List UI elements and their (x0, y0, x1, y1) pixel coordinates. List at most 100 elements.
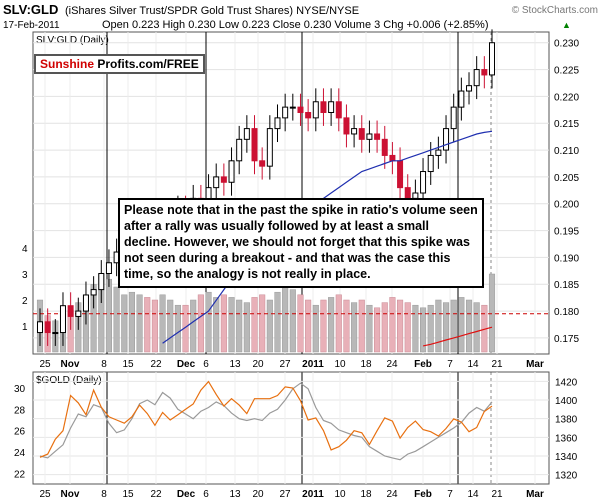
volume-bar (213, 297, 220, 353)
candle-body (52, 332, 59, 335)
x-tick-label-lower: 14 (467, 489, 479, 500)
candle-body (67, 305, 74, 317)
candle-body (335, 101, 342, 119)
volume-bar (266, 299, 273, 353)
candle-body (489, 42, 495, 76)
candle-body (481, 69, 488, 76)
ohlc-readout: Open 0.223 High 0.230 Low 0.223 Close 0.… (102, 19, 489, 31)
candle-body (251, 128, 258, 162)
candle-body (98, 273, 105, 291)
x-tick-label-lower: 6 (203, 489, 209, 500)
volume-bar (397, 299, 404, 353)
annotation-note: Please note that in the past the spike i… (118, 198, 484, 288)
volume-bar (320, 299, 327, 353)
x-tick-label-lower: 22 (150, 489, 162, 500)
volume-bar (435, 299, 442, 353)
volume-bar (488, 273, 496, 353)
candle-body (243, 128, 250, 140)
volume-bar (174, 304, 181, 353)
volume-bar (427, 304, 434, 353)
volume-bar (465, 299, 473, 353)
volume-bar (259, 294, 266, 353)
candle-body (473, 69, 480, 87)
candle-body (458, 90, 465, 108)
volume-bar (335, 294, 342, 353)
volume-bar (343, 299, 350, 353)
candle-body (312, 101, 319, 119)
candle-body (466, 85, 473, 92)
volume-bar (144, 297, 151, 353)
volume-ticks: 1 2 3 4 (22, 244, 28, 333)
x-tick-label-upper: Nov (61, 359, 80, 370)
price-tick-label: 0.195 (554, 227, 579, 238)
candle-body (450, 106, 457, 130)
volume-bar (128, 291, 135, 353)
volume-bar (136, 294, 143, 353)
candle-body (427, 154, 434, 173)
candle-body (236, 138, 243, 162)
volume-bar (190, 299, 197, 353)
x-tick-label-lower: 24 (386, 489, 398, 500)
x-tick-label-upper: 25 (39, 359, 51, 370)
moving-average-blue (162, 130, 493, 344)
lower-left-tick: 30 (14, 384, 26, 395)
price-tick-label: 0.225 (554, 66, 579, 77)
logo-part-sunshine: Sunshine (40, 57, 95, 71)
volume-bar (236, 299, 243, 353)
x-tick-label-lower: Dec (177, 489, 196, 500)
volume-bar (274, 291, 281, 353)
lower-left-tick: 22 (14, 469, 26, 480)
lower-gridlines (33, 372, 549, 484)
x-tick-label-upper: 2011 (302, 359, 324, 370)
candle-body (389, 154, 396, 162)
candle-body (228, 160, 235, 183)
lower-right-tick: 1340 (555, 452, 578, 463)
volume-bar (420, 307, 427, 353)
x-tick-label-upper: 7 (447, 359, 453, 370)
price-tick-label: 0.185 (554, 280, 579, 291)
x-tick-label-upper: 13 (229, 359, 241, 370)
lower-left-tick: 26 (14, 427, 26, 438)
x-tick-label-lower: 15 (122, 489, 134, 500)
volume-bar (243, 302, 250, 353)
lower-panel-label: $GOLD (Daily) (36, 375, 102, 386)
volume-bar (159, 294, 166, 353)
candle-body (320, 101, 327, 114)
x-tick-label-lower: 13 (229, 489, 241, 500)
x-tick-label-upper: Mar (526, 359, 544, 370)
candle-body (435, 149, 442, 156)
price-tick-label: 0.180 (554, 307, 579, 318)
x-tick-label-upper: 27 (279, 359, 291, 370)
volume-tick-label: 4 (22, 244, 28, 255)
candle-body (374, 133, 381, 140)
candle-body (213, 176, 220, 189)
volume-bar (197, 294, 204, 353)
candle-body (420, 171, 427, 194)
gold-price-line (39, 382, 493, 461)
symbol: SLV:GLD (3, 2, 58, 17)
price-tick-label: 0.175 (554, 334, 579, 345)
x-axis-labels: 25 25 Nov Nov 8 8 15 15 22 22 Dec Dec 6 6 13 13 20 20 27 27… (39, 359, 544, 500)
candle-body (220, 176, 227, 183)
volume-bar (251, 297, 258, 353)
candle-body (44, 321, 51, 334)
lower-right-tick: 1420 (555, 377, 578, 388)
candle-body (305, 112, 312, 119)
main-panel-frame (32, 31, 550, 355)
candle-body (358, 128, 365, 140)
lower-right-tick: 1360 (555, 433, 578, 444)
volume-bar (381, 302, 388, 353)
moving-average-red (422, 326, 493, 347)
lower-right-tick: 1320 (555, 471, 578, 482)
candle-body (404, 187, 411, 199)
volume-tick-label: 3 (22, 270, 28, 281)
volume-bar (389, 297, 396, 353)
volume-bar (358, 299, 365, 353)
candle-body (351, 128, 358, 135)
x-tick-label-upper: 24 (386, 359, 398, 370)
candle-body (443, 128, 450, 151)
volume-bar (450, 299, 457, 353)
x-tick-label-lower: 20 (252, 489, 264, 500)
x-tick-label-lower: 18 (360, 489, 372, 500)
volume-bar (105, 278, 112, 353)
